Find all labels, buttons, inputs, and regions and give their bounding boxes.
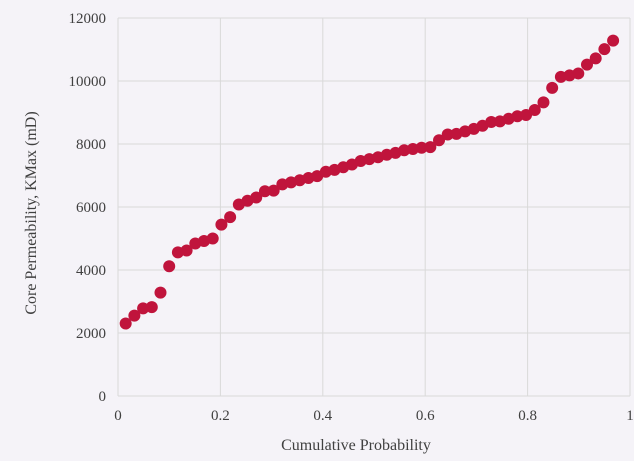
y-tick-label: 0	[99, 389, 107, 405]
tick-labels: 0 2000 4000 6000 8000 10000 12000 0 0.2 0.4 0.6 0.8…	[69, 11, 634, 424]
y-axis-title: Core Permeability, KMax (mD)	[23, 111, 40, 314]
data-point	[224, 211, 237, 224]
y-tick-label: 12000	[69, 11, 107, 27]
y-tick-label: 10000	[69, 74, 107, 90]
data-point	[258, 185, 271, 198]
data-point	[589, 52, 602, 65]
data-points	[119, 34, 620, 330]
data-point	[180, 244, 193, 257]
gridlines	[117, 17, 631, 397]
data-point	[145, 301, 158, 314]
x-tick-label: 0.4	[313, 408, 332, 424]
data-point	[520, 109, 533, 122]
data-point	[598, 43, 611, 56]
data-point	[267, 184, 280, 197]
data-point	[163, 260, 176, 273]
data-point	[433, 134, 446, 147]
data-point	[250, 191, 263, 204]
data-point	[537, 96, 550, 109]
data-point	[119, 317, 132, 330]
data-point	[215, 218, 228, 231]
data-point	[528, 103, 541, 116]
y-tick-label: 2000	[76, 326, 106, 342]
x-tick-label: 0.2	[211, 408, 230, 424]
y-tick-label: 4000	[76, 263, 106, 279]
data-point	[580, 58, 593, 71]
data-point	[128, 309, 141, 322]
x-tick-label: 0.8	[518, 408, 537, 424]
data-point	[546, 81, 559, 94]
x-axis-title: Cumulative Probability	[281, 437, 431, 454]
data-point	[415, 141, 428, 154]
y-tick-label: 6000	[76, 200, 106, 216]
x-tick-label: 1	[626, 408, 634, 424]
data-point	[441, 128, 454, 141]
data-point	[572, 67, 585, 80]
y-tick-label: 8000	[76, 137, 106, 153]
data-point	[206, 232, 219, 245]
x-tick-label: 0.6	[416, 408, 435, 424]
data-point	[424, 141, 437, 154]
data-point	[607, 34, 620, 47]
data-point	[485, 115, 498, 128]
data-point	[154, 286, 167, 299]
x-tick-label: 0	[114, 408, 122, 424]
